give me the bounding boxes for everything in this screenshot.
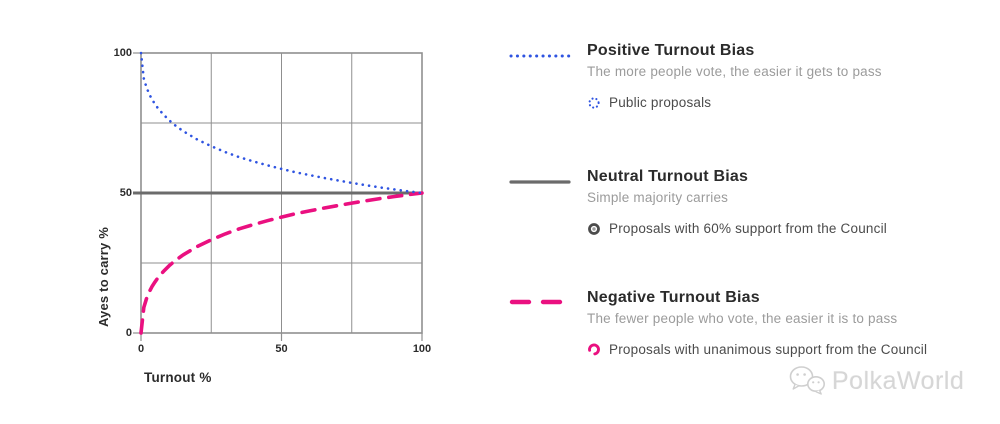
watermark-text: PolkaWorld	[832, 366, 965, 395]
y-axis-title: Ayes to carry %	[96, 226, 111, 328]
legend-subtitle: Simple majority carries	[587, 190, 729, 205]
plot-area	[133, 51, 424, 341]
y-tick-50: 50	[119, 187, 132, 199]
legend-item-label: Proposals with 60% support from the Coun…	[609, 221, 887, 236]
dashed-line-swatch-icon	[509, 294, 587, 312]
legend-item-label: Public proposals	[609, 95, 712, 110]
polkaworld-watermark: PolkaWorld	[788, 364, 964, 398]
x-axis-title: Turnout %	[144, 370, 212, 385]
legend-title: Neutral Turnout Bias	[587, 168, 749, 185]
legend-subtitle: The more people vote, the easier it gets…	[587, 64, 882, 79]
series-dashed	[139, 191, 424, 335]
wechat-icon	[789, 366, 825, 395]
dotted-circle-icon	[588, 96, 600, 109]
y-tick-100: 100	[113, 47, 132, 59]
dotted-line-swatch-icon	[509, 47, 587, 65]
legend-title: Negative Turnout Bias	[587, 289, 760, 306]
x-tick-50: 50	[275, 343, 288, 355]
solid-line-swatch-icon	[509, 173, 587, 191]
x-tick-100: 100	[412, 343, 432, 355]
legend-positive: Positive Turnout Bias The more people vo…	[509, 41, 989, 110]
legend-item-public-proposals: Public proposals	[587, 95, 882, 110]
legend-neutral: Neutral Turnout Bias Simple majority car…	[509, 167, 989, 236]
series-dotted	[139, 51, 424, 195]
legend-item-label: Proposals with unanimous support from th…	[609, 342, 928, 357]
y-tick-0: 0	[125, 327, 132, 339]
donut-circle-icon	[588, 222, 600, 235]
legend-subtitle: The fewer people who vote, the easier it…	[587, 311, 898, 326]
legend-title: Positive Turnout Bias	[587, 42, 755, 59]
arc-hook-icon	[588, 343, 600, 356]
legend-negative: Negative Turnout Bias The fewer people w…	[509, 288, 989, 357]
x-tick-0: 0	[137, 343, 145, 355]
legend-item-council-unanimous: Proposals with unanimous support from th…	[587, 342, 927, 357]
legend-item-council-60: Proposals with 60% support from the Coun…	[587, 221, 887, 236]
